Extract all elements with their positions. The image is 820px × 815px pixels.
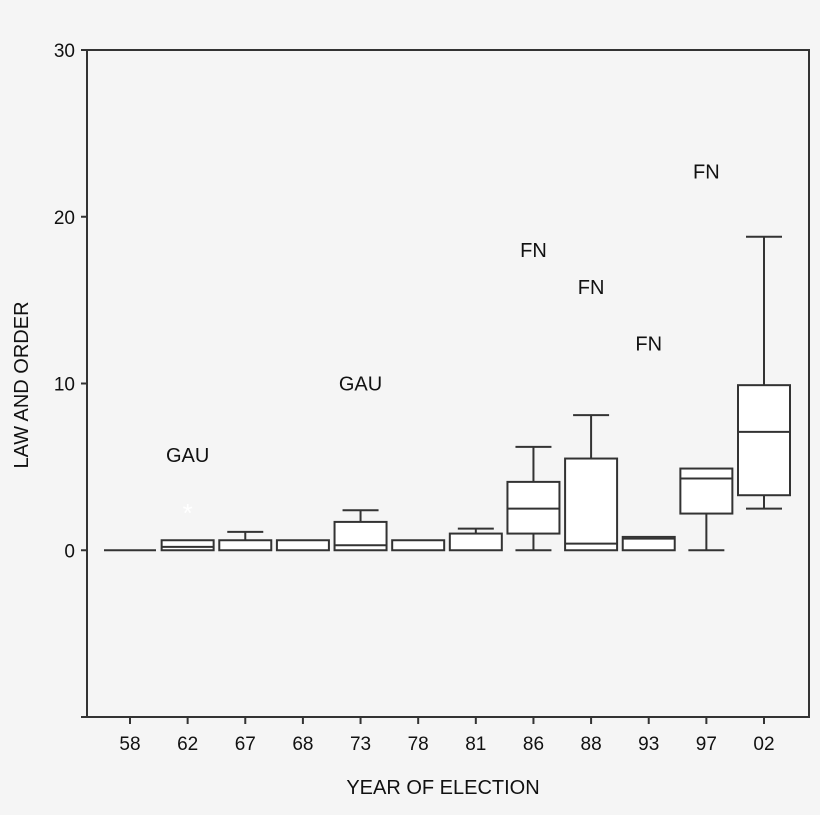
- x-tick-label: 02: [753, 734, 774, 755]
- box-81: [448, 527, 503, 552]
- asterisk-outlier-marker: *: [183, 498, 193, 528]
- annotation-fn: FN: [693, 162, 720, 184]
- box-88: [564, 414, 619, 552]
- iqr-box: [218, 539, 273, 552]
- iqr-box: [737, 384, 791, 497]
- box-62: [160, 539, 215, 552]
- y-tick-label: 10: [54, 375, 75, 396]
- annotation-fn: FN: [578, 277, 605, 299]
- x-tick-label: 73: [350, 734, 371, 755]
- x-axis: 58 62 67 68 73 78 81 86 88 93 97 02: [119, 717, 775, 755]
- box-73: [333, 509, 388, 552]
- x-tick-label: 93: [638, 734, 659, 755]
- box-97: [679, 467, 734, 552]
- box-67: [218, 530, 273, 552]
- iqr-box: [275, 539, 330, 552]
- annotation-fn: FN: [635, 333, 662, 355]
- y-tick-label: 0: [64, 541, 75, 562]
- box-68: [275, 539, 330, 552]
- x-tick-label: 81: [465, 734, 486, 755]
- plot-frame: [86, 49, 810, 718]
- outlier-markers: *: [183, 498, 193, 528]
- y-axis-title: LAW AND ORDER: [11, 301, 33, 468]
- plot-area-border: [86, 49, 810, 718]
- x-tick-label: 62: [177, 734, 198, 755]
- x-axis-title: YEAR OF ELECTION: [346, 777, 539, 799]
- annotation-gau: GAU: [339, 374, 382, 396]
- box-78: [391, 539, 446, 552]
- y-axis: 0 10 20 30: [54, 41, 87, 718]
- outlier-annotations: GAU GAU FN FN FN FN: [166, 162, 720, 467]
- box-93: [621, 535, 676, 552]
- box-02: [737, 235, 791, 510]
- y-tick-label: 20: [54, 208, 75, 229]
- x-tick-label: 78: [408, 734, 429, 755]
- iqr-box: [621, 535, 676, 552]
- annotation-gau: GAU: [166, 445, 209, 467]
- x-tick-label: 68: [292, 734, 313, 755]
- annotation-fn: FN: [520, 240, 547, 262]
- x-tick-label: 97: [696, 734, 717, 755]
- x-tick-label: 58: [119, 734, 140, 755]
- iqr-box: [448, 532, 503, 552]
- iqr-box: [391, 539, 446, 552]
- box-86: [506, 445, 561, 552]
- iqr-box: [679, 467, 734, 515]
- iqr-box: [160, 539, 215, 552]
- x-tick-label: 88: [581, 734, 602, 755]
- box-series: [104, 235, 791, 552]
- x-tick-label: 67: [235, 734, 256, 755]
- y-tick-label: 30: [54, 41, 75, 62]
- iqr-box: [564, 457, 619, 552]
- x-tick-label: 86: [523, 734, 544, 755]
